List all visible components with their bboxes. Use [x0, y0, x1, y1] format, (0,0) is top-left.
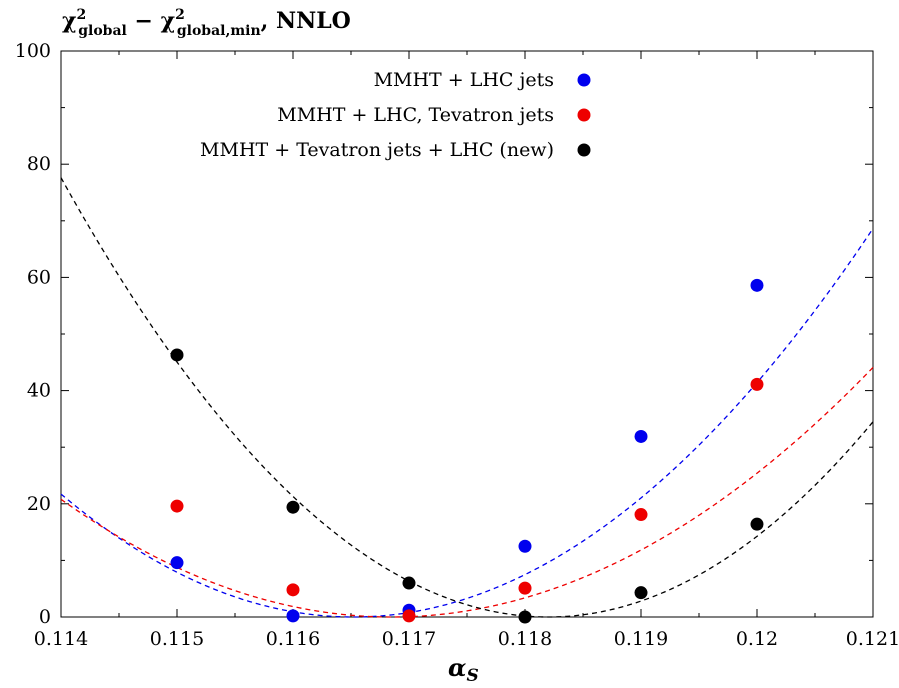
- fit-curve-series-0: [60, 228, 874, 618]
- legend-label: MMHT + LHC jets: [374, 69, 554, 91]
- y-tick-label: 20: [27, 493, 51, 515]
- data-point-series-0: [286, 609, 300, 623]
- legend: MMHT + LHC jets MMHT + LHC, Tevatron jets…: [200, 69, 591, 161]
- y-tick-label: 80: [27, 153, 51, 175]
- legend-label: MMHT + Tevatron jets + LHC (new): [200, 139, 554, 161]
- data-point-series-0: [170, 556, 184, 570]
- legend-marker: [577, 108, 591, 122]
- data-point-series-2: [402, 576, 416, 590]
- fit-curve-series-1: [60, 366, 874, 618]
- data-point-series-1: [634, 508, 648, 522]
- data-point-series-2: [750, 517, 764, 531]
- data-point-series-1: [170, 499, 184, 513]
- x-tick-label: 0.118: [498, 628, 552, 650]
- axes: 0.114 0.115 0.116 0.117 0.118 0.119 0.12 0.121 0…: [15, 40, 899, 650]
- data-points: [170, 278, 764, 624]
- x-tick-label: 0.114: [34, 628, 88, 650]
- data-point-series-2: [634, 586, 648, 600]
- fit-curves: [60, 177, 874, 618]
- y-tick-label: 40: [27, 380, 51, 402]
- legend-marker: [577, 143, 591, 157]
- data-point-series-1: [286, 583, 300, 597]
- data-point-series-1: [402, 609, 416, 623]
- x-tick-label: 0.121: [846, 628, 899, 650]
- data-point-series-1: [750, 377, 764, 391]
- data-point-series-2: [286, 500, 300, 514]
- data-point-series-2: [518, 610, 532, 624]
- data-point-series-2: [170, 348, 184, 362]
- x-tick-label: 0.116: [266, 628, 320, 650]
- x-tick-label: 0.119: [614, 628, 668, 650]
- data-point-series-0: [518, 539, 532, 553]
- legend-label: MMHT + LHC, Tevatron jets: [277, 104, 554, 126]
- legend-marker: [577, 73, 591, 87]
- fit-curve-series-2: [60, 177, 874, 618]
- x-tick-label: 0.12: [736, 628, 778, 650]
- x-axis-label: αS: [448, 653, 479, 686]
- chart-title: χ2 global − χ2 global,min, NNLO: [62, 7, 351, 39]
- x-tick-label: 0.117: [382, 628, 436, 650]
- x-tick-label: 0.115: [150, 628, 204, 650]
- data-point-series-0: [750, 278, 764, 292]
- y-tick-label: 0: [39, 606, 51, 628]
- y-tick-label: 60: [27, 266, 51, 288]
- data-point-series-1: [518, 581, 532, 595]
- data-point-series-0: [634, 429, 648, 443]
- y-tick-label: 100: [15, 40, 51, 62]
- plot-frame: [60, 50, 874, 618]
